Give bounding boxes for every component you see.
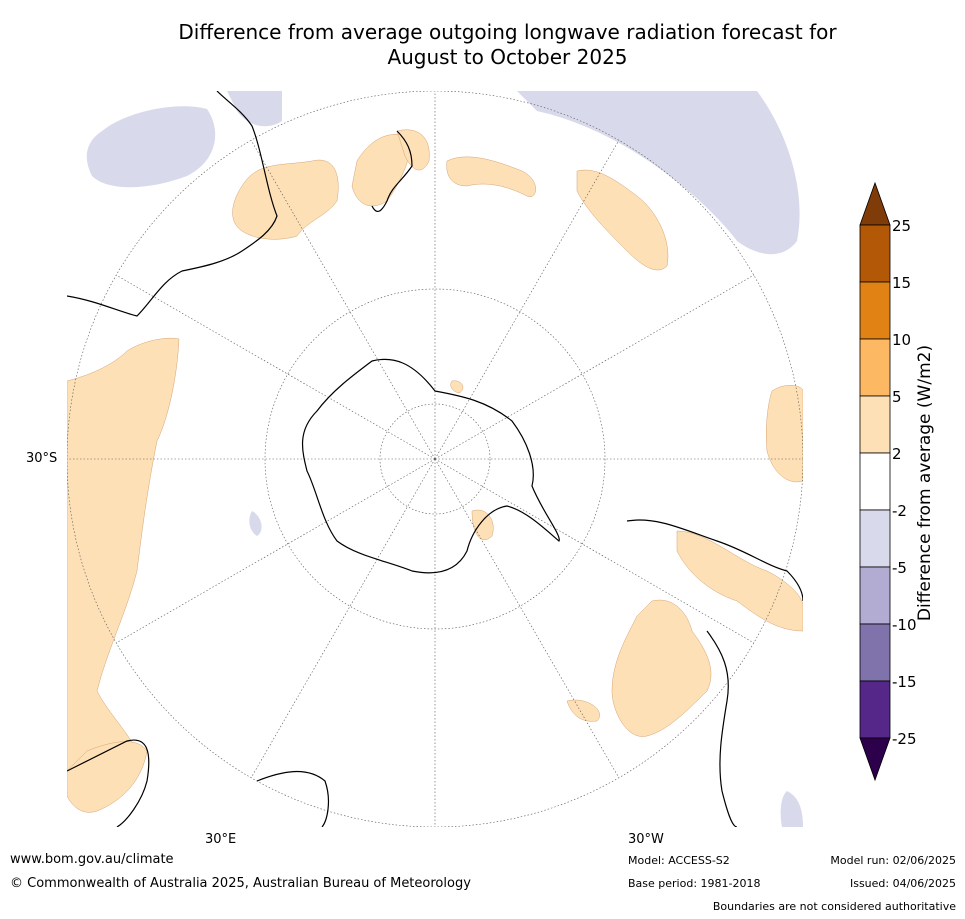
colorbar-extend-top	[859, 181, 891, 226]
title-line-2: August to October 2025	[387, 45, 628, 69]
colorbar-segment	[859, 509, 891, 568]
colorbar-extend-bottom	[859, 737, 891, 782]
madagascar-coast	[256, 770, 330, 827]
colorbar: 25 15 10 5 2 -2 -5 -10 -15 -25	[859, 181, 917, 782]
colorbar-tick-label: -2	[892, 502, 907, 520]
title-line-1: Difference from average outgoing longwav…	[178, 20, 837, 44]
colorbar-segment	[859, 281, 891, 340]
colorbar-tick-label: 5	[892, 388, 902, 406]
footer-model: Model: ACCESS-S2	[628, 854, 730, 867]
positive-anomaly-regions	[67, 129, 803, 813]
footer-copyright: © Commonwealth of Australia 2025, Austra…	[10, 876, 471, 891]
footer-disclaimer: Boundaries are not considered authoritat…	[712, 900, 956, 913]
negative-anomaly-regions	[86, 91, 803, 827]
colorbar-tick-label: 15	[892, 274, 911, 292]
colorbar-tick-label: -15	[892, 673, 917, 691]
south-america-coast	[626, 519, 803, 827]
lon-label-30w: 30°W	[628, 832, 664, 847]
antarctica-coast	[301, 358, 560, 574]
colorbar-segment	[859, 338, 891, 397]
colorbar-tick-label: 25	[892, 217, 911, 235]
graticule	[67, 91, 803, 827]
footer-base-period: Base period: 1981-2018	[628, 877, 761, 890]
colorbar-segment	[859, 224, 891, 283]
footer-issued: Issued: 04/06/2025	[849, 877, 956, 890]
lon-label-30e: 30°E	[205, 832, 237, 847]
colorbar-segment	[859, 680, 891, 739]
colorbar-segment	[859, 395, 891, 454]
colorbar-segment	[859, 623, 891, 682]
colorbar-title: Difference from average (W/m2)	[915, 344, 935, 622]
polar-map	[67, 91, 803, 827]
chart-title: Difference from average outgoing longwav…	[60, 20, 955, 70]
colorbar-segment	[859, 566, 891, 625]
australia-coast	[67, 91, 278, 317]
footer-model-run: Model run: 02/06/2025	[830, 854, 956, 867]
lat-label-30s: 30°S	[26, 451, 58, 466]
colorbar-tick-label: 10	[892, 331, 911, 349]
footer-website[interactable]: www.bom.gov.au/climate	[10, 852, 174, 867]
africa-coast	[67, 739, 150, 827]
colorbar-tick-label: -10	[892, 616, 917, 634]
colorbar-tick-label: -25	[892, 730, 917, 748]
colorbar-segment	[859, 452, 891, 511]
colorbar-tick-label: -5	[892, 559, 907, 577]
coastlines	[67, 91, 803, 827]
new-zealand-coast	[371, 130, 413, 213]
colorbar-tick-label: 2	[892, 445, 902, 463]
